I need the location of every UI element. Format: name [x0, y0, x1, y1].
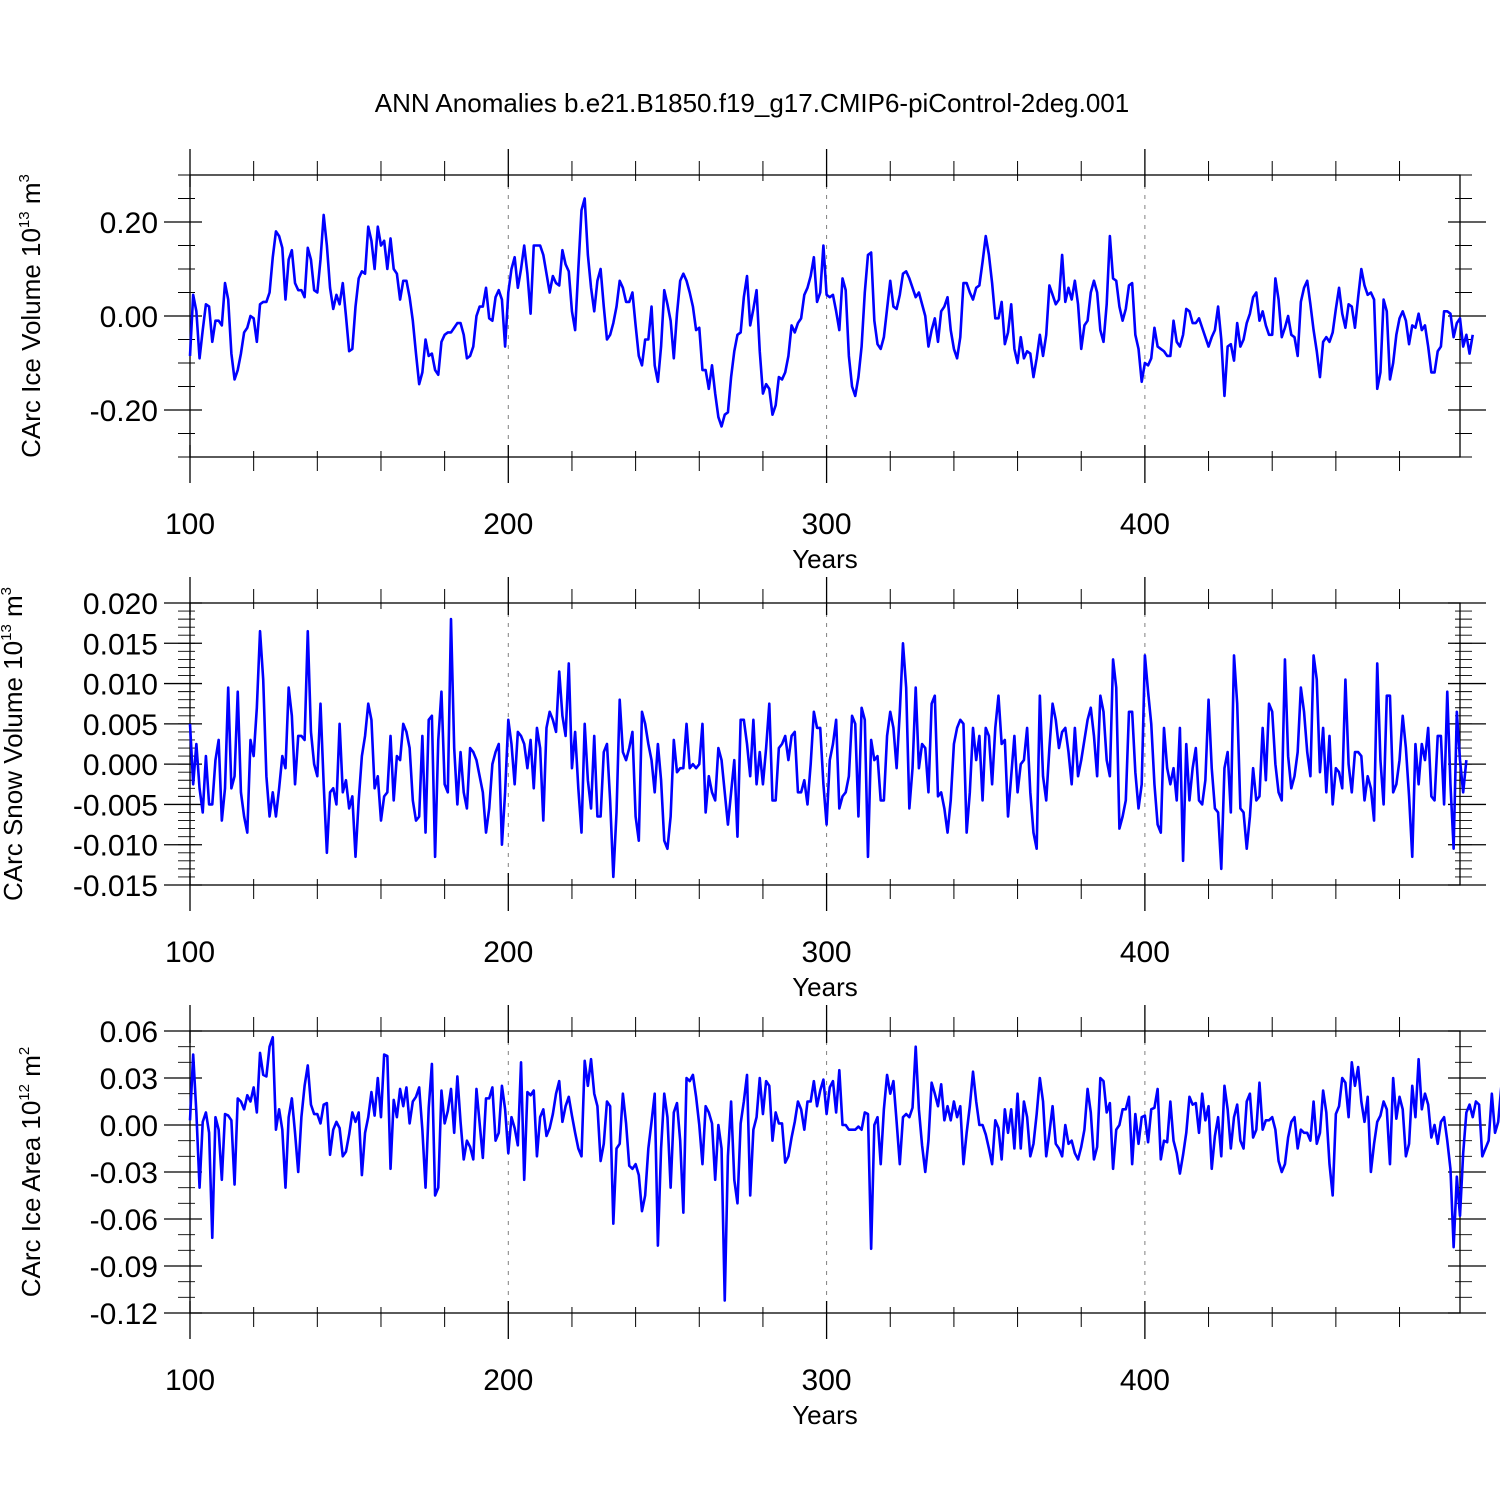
plot-frame [189, 174, 1461, 458]
x-tick-label: 100 [165, 936, 215, 969]
y-axis-label: CArc Snow Volume 1013 m3 [0, 587, 28, 901]
y-tick-label: 0.000 [83, 749, 158, 782]
chart-title: ANN Anomalies b.e21.B1850.f19_g17.CMIP6-… [375, 88, 1129, 118]
y-tick-label: -0.12 [90, 1298, 158, 1331]
y-tick-label: -0.03 [90, 1157, 158, 1190]
chart-panel-1: -0.20 0.00 0.20 100 200 300 400 Years CArc Ice V… [16, 149, 1486, 574]
plot-frame [189, 1030, 1461, 1314]
y-tick-label: 0.005 [83, 709, 158, 742]
y-tick-label: 0.010 [83, 669, 158, 702]
y-tick-label: 0.00 [100, 301, 158, 334]
x-tick-label: 400 [1120, 936, 1170, 969]
y-tick-label: 0.03 [100, 1063, 158, 1096]
y-tick-label: 0.015 [83, 628, 158, 661]
x-tick-label: 400 [1120, 1364, 1170, 1397]
x-axis-label: Years [792, 1400, 858, 1430]
y-tick-label: -0.015 [73, 870, 158, 903]
series-line [188, 617, 1468, 879]
x-tick-label: 300 [802, 1364, 852, 1397]
y-tick-label: 0.020 [83, 588, 158, 621]
x-tick-label: 300 [802, 936, 852, 969]
y-tick-label: -0.20 [90, 395, 158, 428]
y-tick-label: -0.09 [90, 1251, 158, 1284]
series-line [188, 1035, 1500, 1302]
x-tick-label: 300 [802, 508, 852, 541]
chart-panel-2: -0.015 -0.010 -0.005 0.000 0.005 0.010 0.015 0.… [0, 577, 1486, 1002]
x-tick-label: 200 [483, 1364, 533, 1397]
chart-panel-3: -0.12 -0.09 -0.06 -0.03 0.00 0.03 0.06 100 200 30… [16, 1005, 1500, 1430]
x-tick-label: 100 [165, 508, 215, 541]
y-tick-label: 0.20 [100, 207, 158, 240]
x-tick-label: 400 [1120, 508, 1170, 541]
x-tick-label: 200 [483, 508, 533, 541]
y-axis-label: CArc Ice Area 1012 m2 [16, 1047, 46, 1297]
y-tick-label: 0.00 [100, 1110, 158, 1143]
x-axis-label: Years [792, 544, 858, 574]
x-axis-label: Years [792, 972, 858, 1002]
x-tick-label: 200 [483, 936, 533, 969]
y-tick-label: 0.06 [100, 1016, 158, 1049]
x-tick-label: 100 [165, 1364, 215, 1397]
y-tick-label: -0.06 [90, 1204, 158, 1237]
series-line [188, 197, 1475, 428]
y-tick-label: -0.005 [73, 789, 158, 822]
y-tick-label: -0.010 [73, 830, 158, 863]
plot-frame [189, 602, 1461, 886]
y-axis-label: CArc Ice Volume 1013 m3 [16, 174, 46, 458]
